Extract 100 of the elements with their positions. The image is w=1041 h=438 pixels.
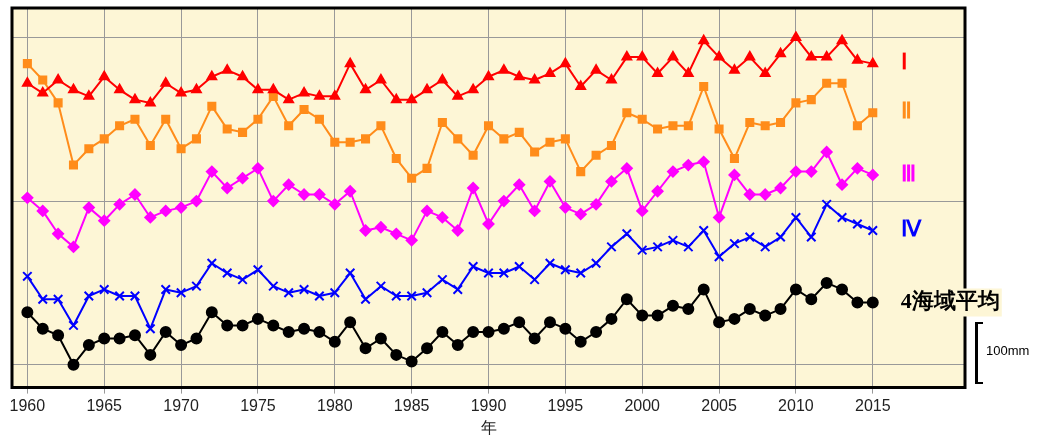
point — [822, 78, 832, 88]
point — [743, 188, 756, 201]
point — [805, 51, 817, 61]
point — [206, 70, 218, 81]
point — [130, 114, 140, 124]
point — [559, 322, 572, 335]
point — [344, 316, 357, 329]
point — [114, 290, 125, 302]
point — [467, 261, 479, 272]
x-tick-label: 1995 — [547, 396, 584, 414]
point — [760, 121, 770, 131]
point — [622, 108, 632, 118]
point — [682, 159, 695, 172]
point — [836, 34, 848, 45]
point — [314, 90, 325, 100]
point — [221, 267, 233, 279]
point — [713, 316, 726, 329]
point — [620, 293, 633, 306]
point — [68, 320, 79, 331]
point — [145, 323, 156, 334]
point — [268, 280, 279, 292]
point — [391, 290, 402, 302]
point — [21, 306, 34, 319]
point — [666, 165, 679, 178]
point — [636, 204, 649, 217]
point — [251, 162, 264, 175]
point — [866, 296, 879, 309]
point — [129, 93, 141, 104]
point — [729, 64, 740, 74]
point — [221, 64, 233, 74]
point — [144, 211, 157, 224]
x-tick-label: 2010 — [778, 396, 814, 414]
point — [837, 78, 847, 88]
point — [236, 319, 249, 332]
point — [191, 280, 202, 292]
point — [36, 322, 49, 335]
point — [159, 325, 172, 338]
point — [159, 204, 172, 217]
x-tick-label: 1970 — [163, 396, 199, 414]
x-tick-label: 1980 — [316, 396, 353, 414]
point — [497, 195, 510, 208]
point — [175, 339, 188, 352]
point — [682, 303, 695, 316]
point — [390, 227, 403, 240]
point — [298, 322, 311, 335]
point — [314, 290, 325, 302]
point — [421, 342, 434, 355]
point — [698, 225, 709, 236]
point — [375, 73, 387, 84]
point — [205, 165, 218, 178]
point — [728, 168, 741, 181]
point — [605, 312, 618, 325]
point — [468, 150, 478, 160]
point — [576, 167, 586, 177]
point — [191, 134, 201, 144]
point — [375, 280, 387, 292]
point — [560, 57, 571, 68]
point — [867, 57, 879, 68]
point — [682, 67, 694, 77]
x-tick-label: 1960 — [9, 396, 46, 414]
point — [128, 329, 141, 342]
point — [283, 287, 294, 298]
point — [759, 188, 772, 201]
point — [559, 201, 572, 214]
point — [606, 73, 617, 84]
point — [699, 82, 709, 92]
point — [329, 90, 341, 100]
point — [176, 144, 186, 154]
point — [83, 90, 95, 100]
point — [574, 335, 587, 348]
point — [253, 114, 263, 124]
point — [145, 96, 156, 107]
point — [729, 238, 740, 249]
point — [406, 290, 417, 302]
point — [207, 101, 217, 111]
point — [759, 67, 771, 77]
point — [453, 134, 463, 144]
point — [528, 204, 541, 217]
point — [437, 274, 448, 285]
point — [636, 51, 648, 61]
point — [283, 93, 295, 104]
point — [513, 316, 526, 329]
point — [852, 218, 863, 230]
point — [451, 224, 464, 237]
point — [53, 98, 63, 108]
point — [98, 332, 111, 345]
point — [543, 175, 556, 188]
point — [22, 77, 33, 87]
point — [37, 87, 49, 97]
point — [190, 195, 203, 208]
point — [467, 83, 479, 94]
point — [483, 121, 494, 131]
point — [114, 83, 125, 94]
point — [620, 162, 633, 175]
point — [697, 155, 710, 168]
x-axis-title: 年 — [480, 418, 497, 436]
point — [791, 98, 801, 108]
point — [790, 31, 802, 41]
point — [298, 188, 311, 201]
point — [421, 204, 434, 217]
